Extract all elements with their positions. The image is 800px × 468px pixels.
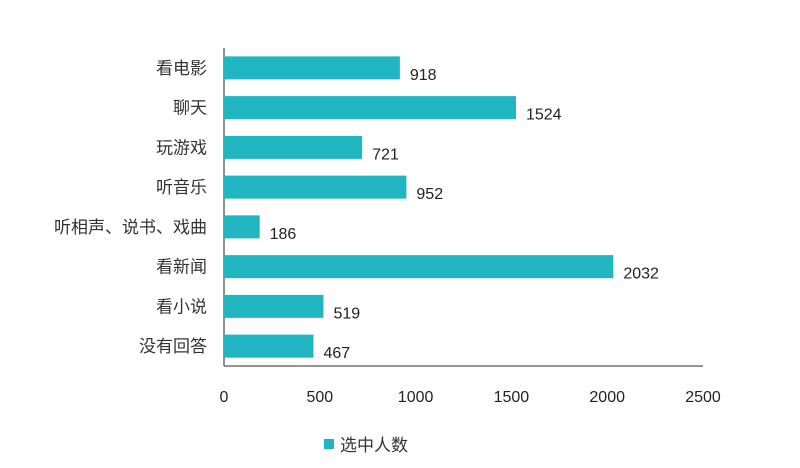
data-labels: 918 1524 721 952 186 2032 519 467: [270, 67, 659, 362]
data-label: 2032: [623, 266, 659, 283]
x-tick-label: 2500: [685, 389, 721, 406]
x-tick-label: 500: [306, 389, 333, 406]
x-tick-label: 0: [220, 389, 229, 406]
category-label: 玩游戏: [156, 138, 207, 158]
legend-swatch: [324, 439, 334, 449]
category-label: 没有回答: [139, 337, 207, 357]
bar-5: [224, 255, 614, 279]
bar-3: [224, 175, 407, 199]
data-label: 519: [333, 305, 360, 322]
category-label: 聊天: [173, 99, 207, 119]
data-label: 721: [372, 146, 399, 163]
category-label: 看新闻: [156, 258, 207, 278]
bar-series: [224, 56, 614, 358]
category-label: 看电影: [156, 59, 207, 79]
bar-6: [224, 294, 324, 318]
bar-0: [224, 56, 400, 80]
data-label: 1524: [526, 107, 562, 124]
bar-2: [224, 135, 363, 159]
category-label: 听音乐: [156, 178, 207, 198]
bar-1: [224, 96, 516, 120]
data-label: 952: [416, 186, 443, 203]
category-label: 看小说: [156, 297, 207, 317]
bar-4: [224, 215, 260, 239]
category-label: 听相声、说书、戏曲: [54, 218, 207, 238]
data-label: 918: [410, 67, 437, 84]
legend-label-selected-count: 选中人数: [340, 436, 408, 456]
x-tick-label: 1000: [398, 389, 434, 406]
data-label: 467: [323, 345, 350, 362]
bar-7: [224, 334, 314, 358]
legend: 选中人数: [324, 436, 408, 456]
x-tick-label: 2000: [589, 389, 625, 406]
x-tick-label: 1500: [494, 389, 530, 406]
data-label: 186: [270, 226, 297, 243]
x-tick-labels: 0 500 1000 1500 2000 2500: [220, 389, 721, 406]
